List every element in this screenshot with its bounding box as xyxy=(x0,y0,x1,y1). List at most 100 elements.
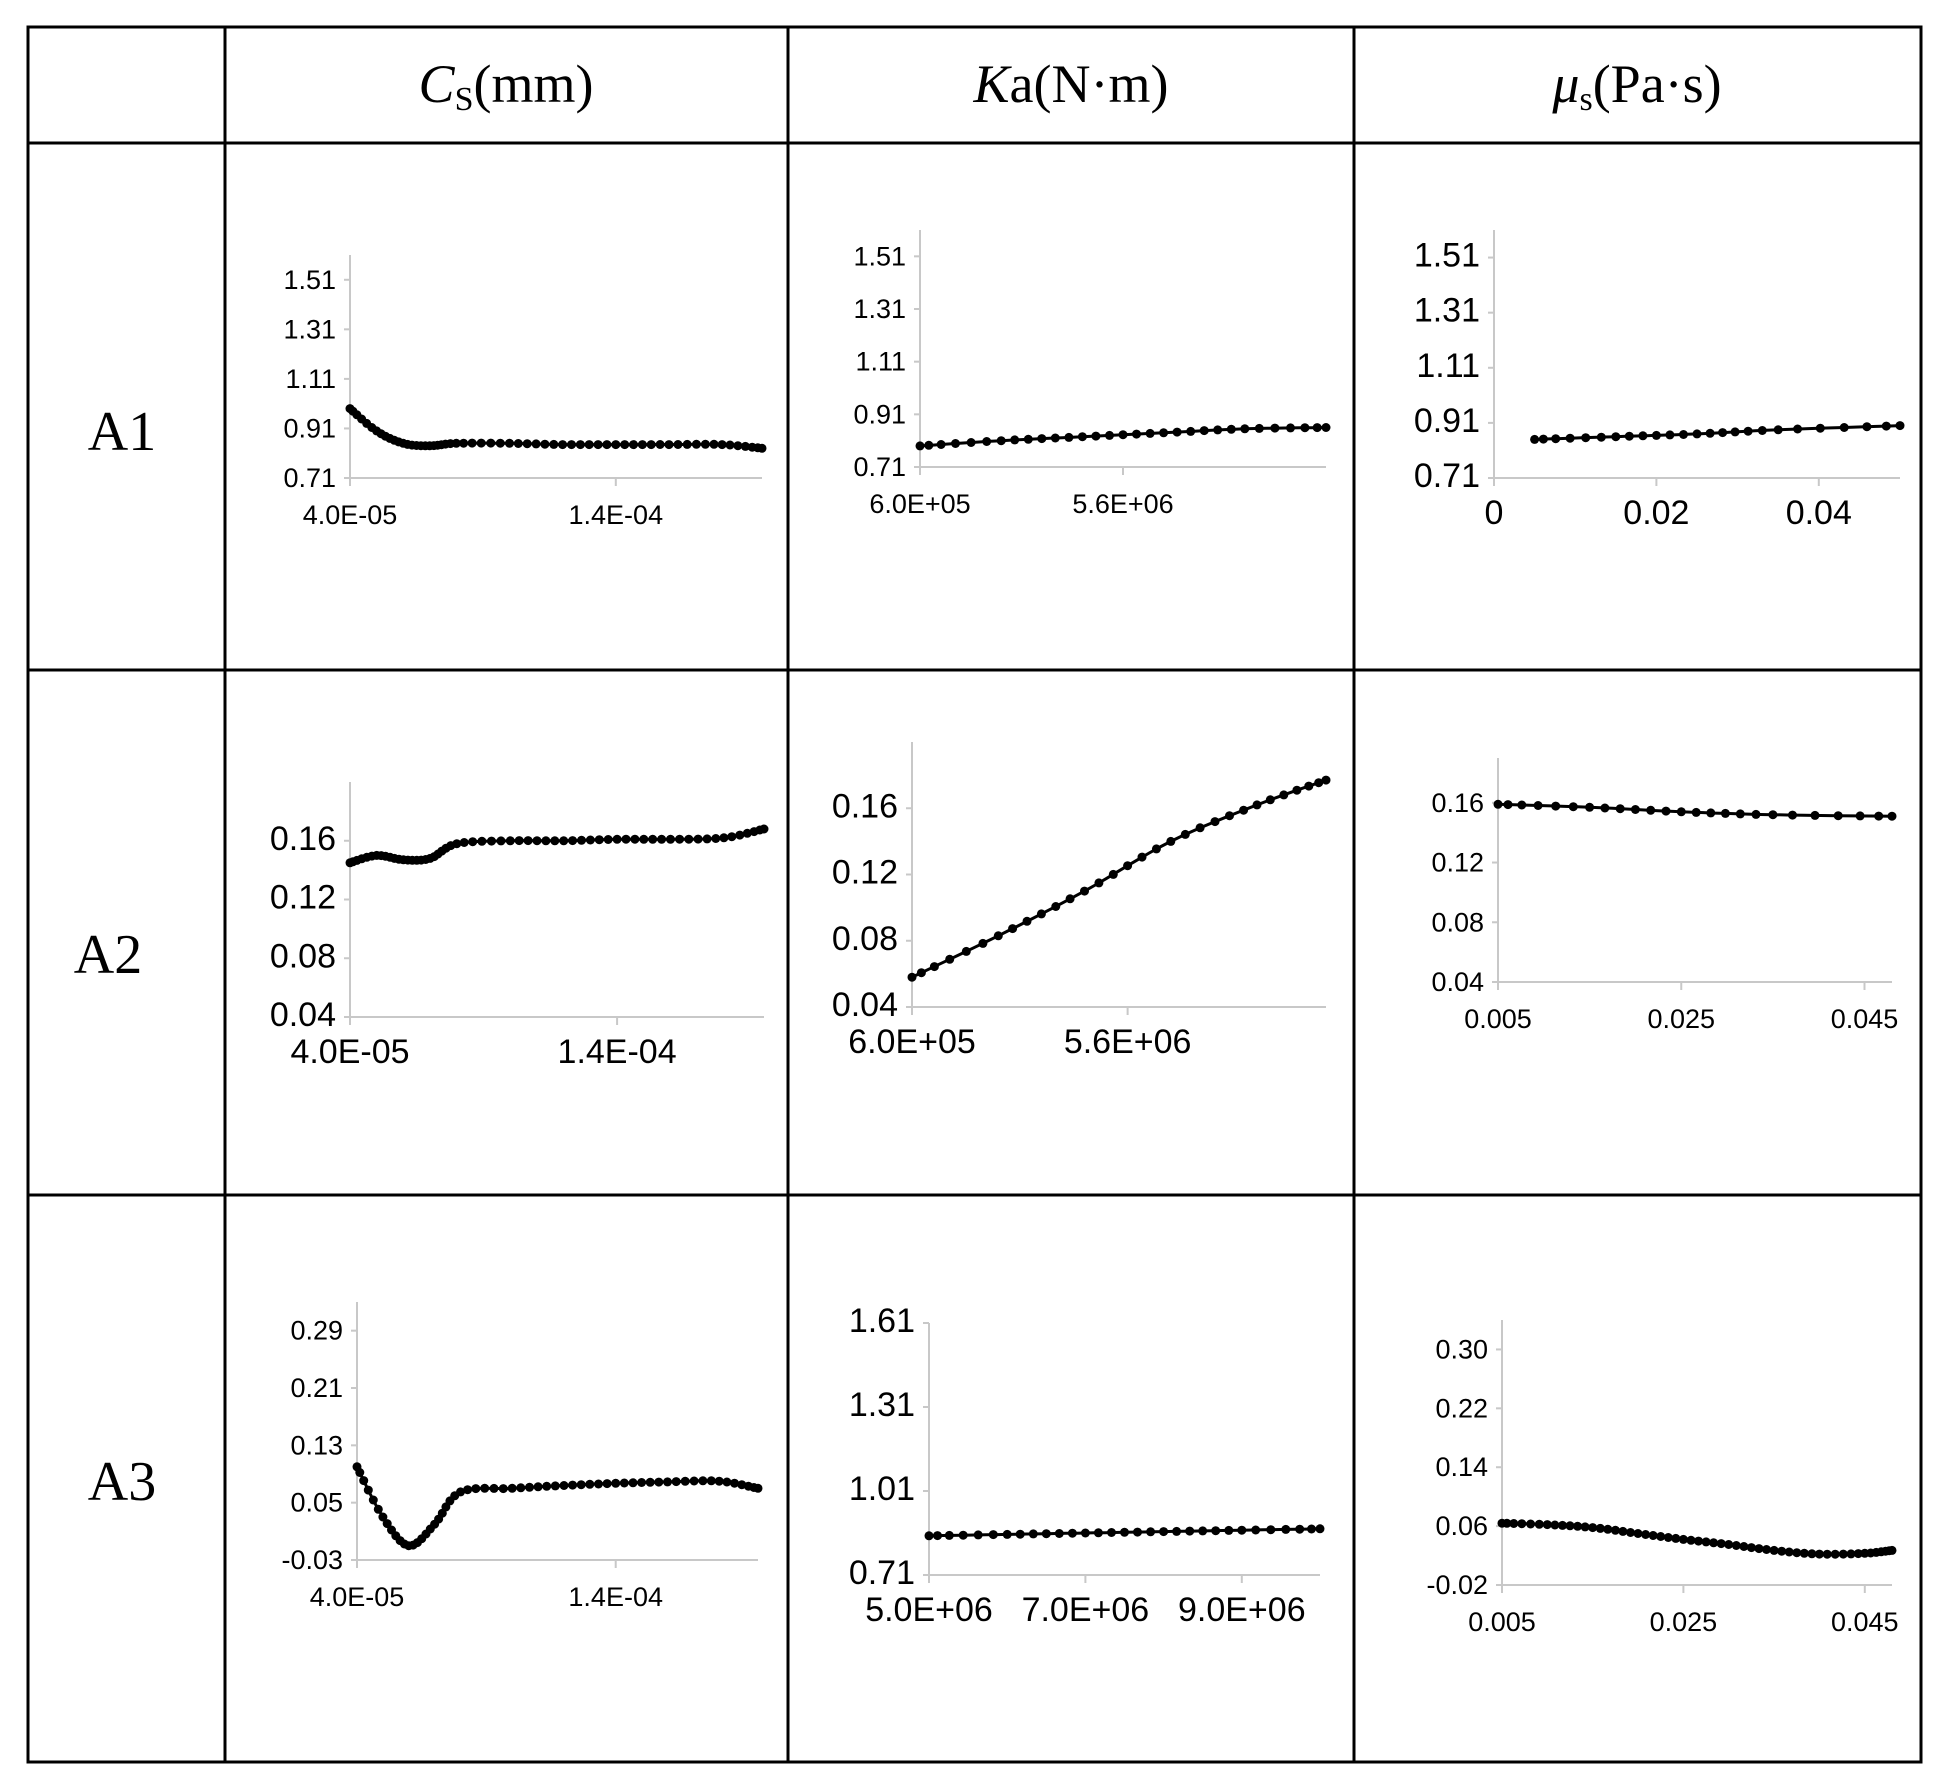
data-point xyxy=(559,1481,569,1490)
data-point xyxy=(648,834,658,844)
data-point xyxy=(1769,1545,1779,1555)
data-point xyxy=(978,938,988,948)
data-point xyxy=(1839,423,1849,432)
data-point xyxy=(1810,810,1820,820)
data-point xyxy=(1573,1521,1583,1531)
data-point xyxy=(1526,1519,1536,1529)
data-point xyxy=(1671,1533,1681,1543)
data-point xyxy=(1091,431,1101,441)
x-tick-label: 1.4E-04 xyxy=(558,1033,677,1071)
data-point xyxy=(549,439,559,449)
data-point xyxy=(477,836,487,846)
data-point xyxy=(1638,431,1648,441)
y-tick-label: 0.08 xyxy=(832,920,898,958)
data-point xyxy=(1624,431,1634,441)
chart-a3-mus: 0.30 0.22 0.14 0.06 -0.02 0.005 0.025 0.045 xyxy=(1426,1320,1899,1637)
data-point xyxy=(1226,424,1236,434)
data-point xyxy=(1768,810,1778,820)
data-point xyxy=(1581,433,1591,443)
y-tick-label: 1.61 xyxy=(849,1302,915,1340)
data-point xyxy=(1172,1526,1182,1536)
data-point xyxy=(988,1530,998,1540)
data-point xyxy=(1254,423,1264,433)
data-point xyxy=(1146,1527,1156,1537)
x-tick-label: 0.045 xyxy=(1831,1004,1899,1034)
y-tick-label: 0.05 xyxy=(290,1488,343,1518)
data-point xyxy=(1833,811,1843,821)
y-tick-label: 0.22 xyxy=(1435,1393,1488,1423)
data-point xyxy=(1611,432,1621,442)
data-point xyxy=(523,836,533,846)
data-point xyxy=(1064,432,1074,442)
data-point xyxy=(629,440,638,450)
x-tick-label: 4.0E-05 xyxy=(303,500,398,530)
y-tick-label: 0.04 xyxy=(1431,967,1484,997)
y-tick-label: 0.04 xyxy=(270,996,336,1034)
data-point xyxy=(611,1478,621,1488)
data-point xyxy=(693,834,703,844)
data-point xyxy=(1580,1522,1590,1532)
data-point xyxy=(525,1482,534,1492)
data-point xyxy=(1120,1527,1129,1537)
data-point xyxy=(1596,432,1606,442)
y-tick-label: 0.91 xyxy=(1414,402,1480,440)
data-point xyxy=(933,1531,942,1541)
data-point xyxy=(1151,844,1161,854)
data-point xyxy=(1807,1549,1817,1559)
data-point xyxy=(973,1530,983,1540)
data-point xyxy=(1010,435,1020,445)
data-point xyxy=(1773,425,1783,435)
y-tick-label: 1.01 xyxy=(849,1470,915,1508)
data-point xyxy=(1853,1549,1863,1559)
data-point xyxy=(1279,790,1289,800)
chart-a2-ka: 0.16 0.12 0.08 0.046.0E+05 5.6E+06 xyxy=(832,742,1331,1061)
x-tick-label: 0.025 xyxy=(1647,1004,1715,1034)
data-point xyxy=(1788,810,1797,820)
data-point xyxy=(489,1483,499,1493)
data-point xyxy=(725,440,735,450)
data-point xyxy=(1118,430,1128,440)
data-point xyxy=(559,836,569,846)
data-point xyxy=(1814,1549,1824,1559)
chart-a2-cs: 0.16 0.12 0.08 0.044.0E-05 1.4E-04 xyxy=(270,782,769,1071)
data-point xyxy=(612,834,622,844)
y-tick-label: -0.02 xyxy=(1426,1570,1488,1600)
data-point xyxy=(486,438,496,448)
data-point xyxy=(1665,430,1675,440)
data-point xyxy=(1023,434,1033,444)
data-point xyxy=(577,835,586,845)
y-tick-label: 0.12 xyxy=(270,879,336,917)
data-point xyxy=(621,834,631,844)
data-point xyxy=(982,437,992,446)
data-point xyxy=(663,1477,672,1487)
data-point xyxy=(757,443,767,453)
data-point xyxy=(1709,1538,1719,1548)
x-tick-label: 0 xyxy=(1485,494,1504,532)
data-point xyxy=(516,1483,526,1493)
data-point xyxy=(1706,808,1716,818)
data-point xyxy=(1107,1528,1116,1537)
data-point xyxy=(1692,429,1702,439)
data-point xyxy=(1701,1537,1711,1547)
x-tick-label: 0.04 xyxy=(1786,494,1852,532)
data-point xyxy=(1648,1531,1658,1540)
x-tick-label: 7.0E+06 xyxy=(1022,1591,1150,1629)
data-point xyxy=(1159,428,1169,438)
y-tick-label: 0.71 xyxy=(849,1554,915,1592)
data-point xyxy=(1180,829,1190,839)
data-point xyxy=(1036,909,1046,919)
data-point xyxy=(382,1519,392,1529)
data-point xyxy=(1739,1542,1749,1551)
y-tick-label: 0.71 xyxy=(283,463,336,493)
data-point xyxy=(1213,425,1223,435)
data-point xyxy=(639,834,649,844)
table-grid-lines xyxy=(26,25,1923,1764)
data-point xyxy=(476,438,486,448)
chart-a3-cs: 0.29 0.21 0.13 0.05 -0.03 4.0E-05 1.4E-04 xyxy=(281,1302,763,1612)
data-point xyxy=(1002,1529,1012,1539)
data-point xyxy=(1585,802,1595,812)
data-point xyxy=(1530,434,1540,444)
data-point xyxy=(1195,823,1205,833)
data-point xyxy=(1551,434,1561,444)
